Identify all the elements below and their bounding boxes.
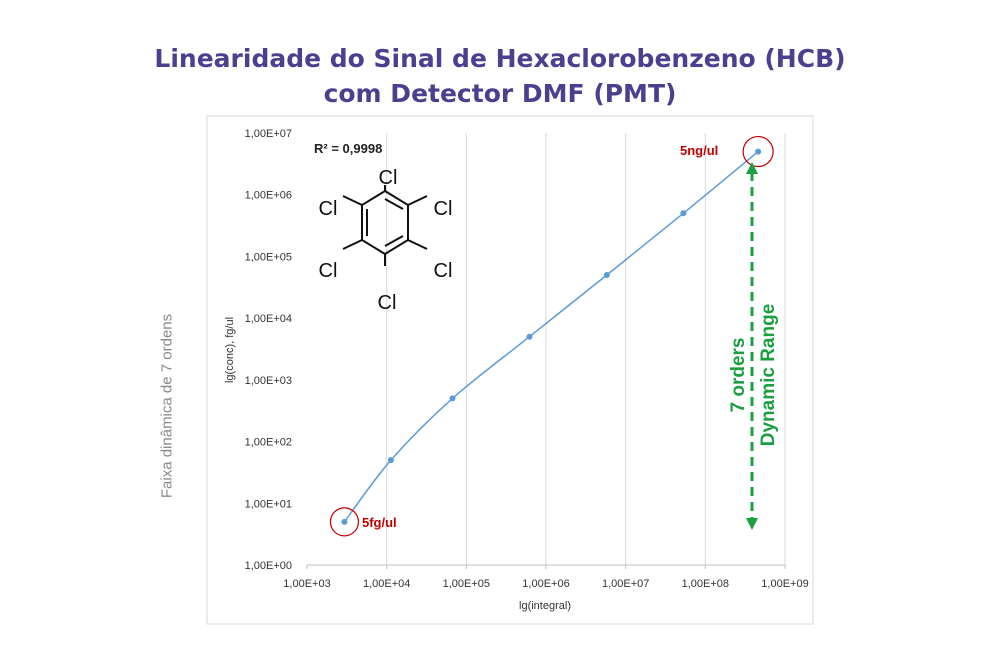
data-point: [341, 518, 348, 525]
cl-label: Cl: [434, 198, 453, 220]
hexachlorobenzene-structure: [342, 185, 428, 266]
x-tick-label: 1,00E+07: [602, 578, 649, 590]
x-tick-label: 1,00E+08: [682, 578, 729, 590]
y-tick-label: 1,00E+01: [245, 498, 292, 510]
x-tick-labels: 1,00E+03 1,00E+04 1,00E+05 1,00E+06 1,00E+07…: [283, 578, 808, 590]
data-point: [680, 210, 687, 217]
cl-label: Cl: [319, 260, 338, 282]
data-point: [526, 333, 533, 340]
y-tick-label: 1,00E+03: [245, 375, 292, 387]
x-tick-label: 1,00E+04: [363, 578, 410, 590]
y-tick-label: 1,00E+07: [245, 128, 292, 140]
range-label-line1: 7 orders: [728, 338, 749, 413]
y-tick-label: 1,00E+04: [245, 313, 292, 325]
high-point-label: 5ng/ul: [680, 143, 718, 158]
cl-label: Cl: [378, 292, 397, 314]
cl-label: Cl: [319, 198, 338, 220]
y-tick-label: 1,00E+00: [245, 560, 292, 572]
y-tick-labels: 1,00E+00 1,00E+01 1,00E+02 1,00E+03 1,00E+04…: [245, 128, 292, 572]
range-label-line2: Dynamic Range: [758, 304, 779, 447]
chart-title-line2: com Detector DMF (PMT): [323, 79, 677, 108]
chart-frame: [206, 115, 814, 625]
x-tick-label: 1,00E+05: [443, 578, 490, 590]
x-tick-label: 1,00E+06: [522, 578, 569, 590]
x-tick-label: 1,00E+03: [283, 578, 330, 590]
data-point: [755, 148, 762, 155]
data-point: [449, 395, 456, 402]
y-tick-label: 1,00E+05: [245, 251, 292, 263]
y-axis-label: lg(conc), fg/ul: [224, 317, 236, 383]
x-axis-label: lg(integral): [519, 600, 571, 612]
dynamic-range-arrow: [746, 162, 758, 530]
series-line: [343, 150, 759, 523]
cl-label: Cl: [434, 260, 453, 282]
grid: [306, 133, 786, 569]
y-tick-label: 1,00E+02: [245, 437, 292, 449]
x-tick-label: 1,00E+09: [761, 578, 808, 590]
cl-label: Cl: [379, 167, 398, 189]
data-point: [603, 272, 610, 279]
y-tick-label: 1,00E+06: [245, 190, 292, 202]
r-squared-label: R² = 0,9998: [314, 141, 382, 156]
data-point: [387, 457, 394, 464]
data-points: [341, 148, 762, 525]
low-point-circle: [329, 507, 360, 537]
chart-title-line1: Linearidade do Sinal de Hexaclorobenzeno…: [154, 44, 846, 73]
low-point-label: 5fg/ul: [362, 515, 397, 530]
high-point-circle: [742, 135, 774, 168]
